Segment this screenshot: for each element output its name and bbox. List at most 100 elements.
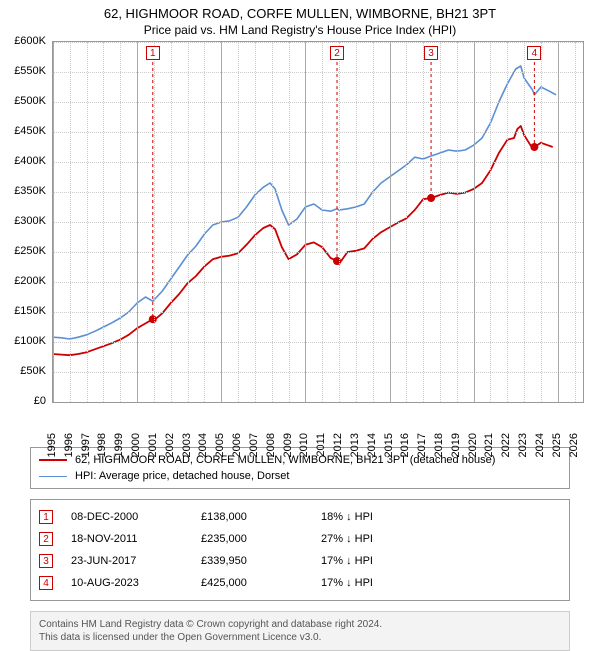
x-tick-label: 2007	[248, 433, 260, 457]
event-row: 108-DEC-2000£138,00018% ↓ HPI	[39, 506, 561, 528]
gridline-v	[339, 42, 340, 402]
event-price: £235,000	[201, 533, 321, 545]
legend-swatch	[39, 476, 67, 477]
gridline-v	[272, 42, 273, 402]
gridline-v	[103, 42, 104, 402]
event-row: 410-AUG-2023£425,00017% ↓ HPI	[39, 572, 561, 594]
event-row: 2 18-NOV-2011£235,00027% ↓ HPI	[39, 528, 561, 550]
event-diff: 18% ↓ HPI	[321, 511, 373, 523]
gridline-v-major	[53, 42, 54, 402]
event-date: 23-JUN-2017	[71, 555, 201, 567]
gridline-v	[423, 42, 424, 402]
x-tick-label: 2024	[534, 433, 546, 457]
gridline-h	[53, 162, 583, 163]
x-tick-label: 2022	[500, 433, 512, 457]
x-tick-label: 2008	[265, 433, 277, 457]
series-property	[53, 126, 553, 355]
event-diff: 27% ↓ HPI	[321, 533, 373, 545]
x-tick-label: 2012	[332, 433, 344, 457]
x-tick-label: 2015	[383, 433, 395, 457]
event-price: £425,000	[201, 577, 321, 589]
gridline-h	[53, 132, 583, 133]
gridline-v	[490, 42, 491, 402]
x-tick-label: 2014	[366, 433, 378, 457]
gridline-v-major	[558, 42, 559, 402]
event-marker-2: 2	[330, 46, 344, 60]
x-axis-labels: 1995199619971998199920002001200220032004…	[52, 403, 582, 437]
gridline-h	[53, 372, 583, 373]
gridline-v	[289, 42, 290, 402]
y-tick-label: £550K	[14, 65, 46, 77]
x-tick-label: 2001	[147, 433, 159, 457]
x-tick-label: 1998	[96, 433, 108, 457]
gridline-v	[322, 42, 323, 402]
legend-row: HPI: Average price, detached house, Dors…	[39, 468, 561, 484]
event-marker-1: 1	[146, 46, 160, 60]
event-point	[149, 315, 157, 323]
gridline-v	[440, 42, 441, 402]
event-diff: 17% ↓ HPI	[321, 555, 373, 567]
gridline-v	[204, 42, 205, 402]
y-tick-label: £200K	[14, 275, 46, 287]
gridline-v	[255, 42, 256, 402]
event-price: £138,000	[201, 511, 321, 523]
y-tick-label: £600K	[14, 35, 46, 47]
gridline-v-major	[221, 42, 222, 402]
y-tick-label: £450K	[14, 125, 46, 137]
gridline-v	[541, 42, 542, 402]
gridline-h	[53, 192, 583, 193]
event-point	[427, 194, 435, 202]
y-tick-label: £50K	[20, 365, 46, 377]
gridline-v	[406, 42, 407, 402]
x-tick-label: 2017	[416, 433, 428, 457]
x-tick-label: 2011	[315, 433, 327, 457]
x-tick-label: 2010	[298, 433, 310, 457]
events-table: 108-DEC-2000£138,00018% ↓ HPI 2 18-NOV-201…	[30, 499, 570, 601]
gridline-h	[53, 42, 583, 43]
y-tick-label: £100K	[14, 335, 46, 347]
event-marker-4: 4	[527, 46, 541, 60]
x-tick-label: 2018	[433, 433, 445, 457]
gridline-h	[53, 342, 583, 343]
y-tick-label: £150K	[14, 305, 46, 317]
gridline-v	[87, 42, 88, 402]
x-tick-label: 2023	[517, 433, 529, 457]
gridline-v	[373, 42, 374, 402]
gridline-v-major	[305, 42, 306, 402]
gridline-v	[507, 42, 508, 402]
gridline-v-major	[390, 42, 391, 402]
y-axis-labels: £0£50K£100K£150K£200K£250K£300K£350K£400…	[0, 41, 50, 401]
gridline-v-major	[137, 42, 138, 402]
y-tick-label: £500K	[14, 95, 46, 107]
gridline-v	[524, 42, 525, 402]
x-tick-label: 2000	[130, 433, 142, 457]
footer-line-2: This data is licensed under the Open Gov…	[39, 631, 561, 644]
event-marker-3: 3	[424, 46, 438, 60]
y-tick-label: £350K	[14, 185, 46, 197]
x-tick-label: 1996	[63, 433, 75, 457]
footer-attribution: Contains HM Land Registry data © Crown c…	[30, 611, 570, 651]
x-tick-label: 2025	[551, 433, 563, 457]
event-row-marker: 4	[39, 576, 53, 590]
chart-title: 62, HIGHMOOR ROAD, CORFE MULLEN, WIMBORN…	[0, 0, 600, 21]
event-row-marker: 2	[39, 532, 53, 546]
x-tick-label: 2013	[349, 433, 361, 457]
gridline-h	[53, 102, 583, 103]
x-tick-label: 2020	[467, 433, 479, 457]
gridline-h	[53, 282, 583, 283]
gridline-h	[53, 312, 583, 313]
gridline-v	[70, 42, 71, 402]
y-tick-label: £300K	[14, 215, 46, 227]
y-tick-label: £400K	[14, 155, 46, 167]
gridline-h	[53, 222, 583, 223]
gridline-v	[171, 42, 172, 402]
x-tick-label: 2006	[231, 433, 243, 457]
event-point	[530, 143, 538, 151]
x-tick-label: 1999	[113, 433, 125, 457]
event-price: £339,950	[201, 555, 321, 567]
gridline-v	[154, 42, 155, 402]
x-tick-label: 1997	[80, 433, 92, 457]
x-tick-label: 2019	[450, 433, 462, 457]
x-tick-label: 2021	[483, 433, 495, 457]
event-date: 18-NOV-2011	[71, 533, 201, 545]
